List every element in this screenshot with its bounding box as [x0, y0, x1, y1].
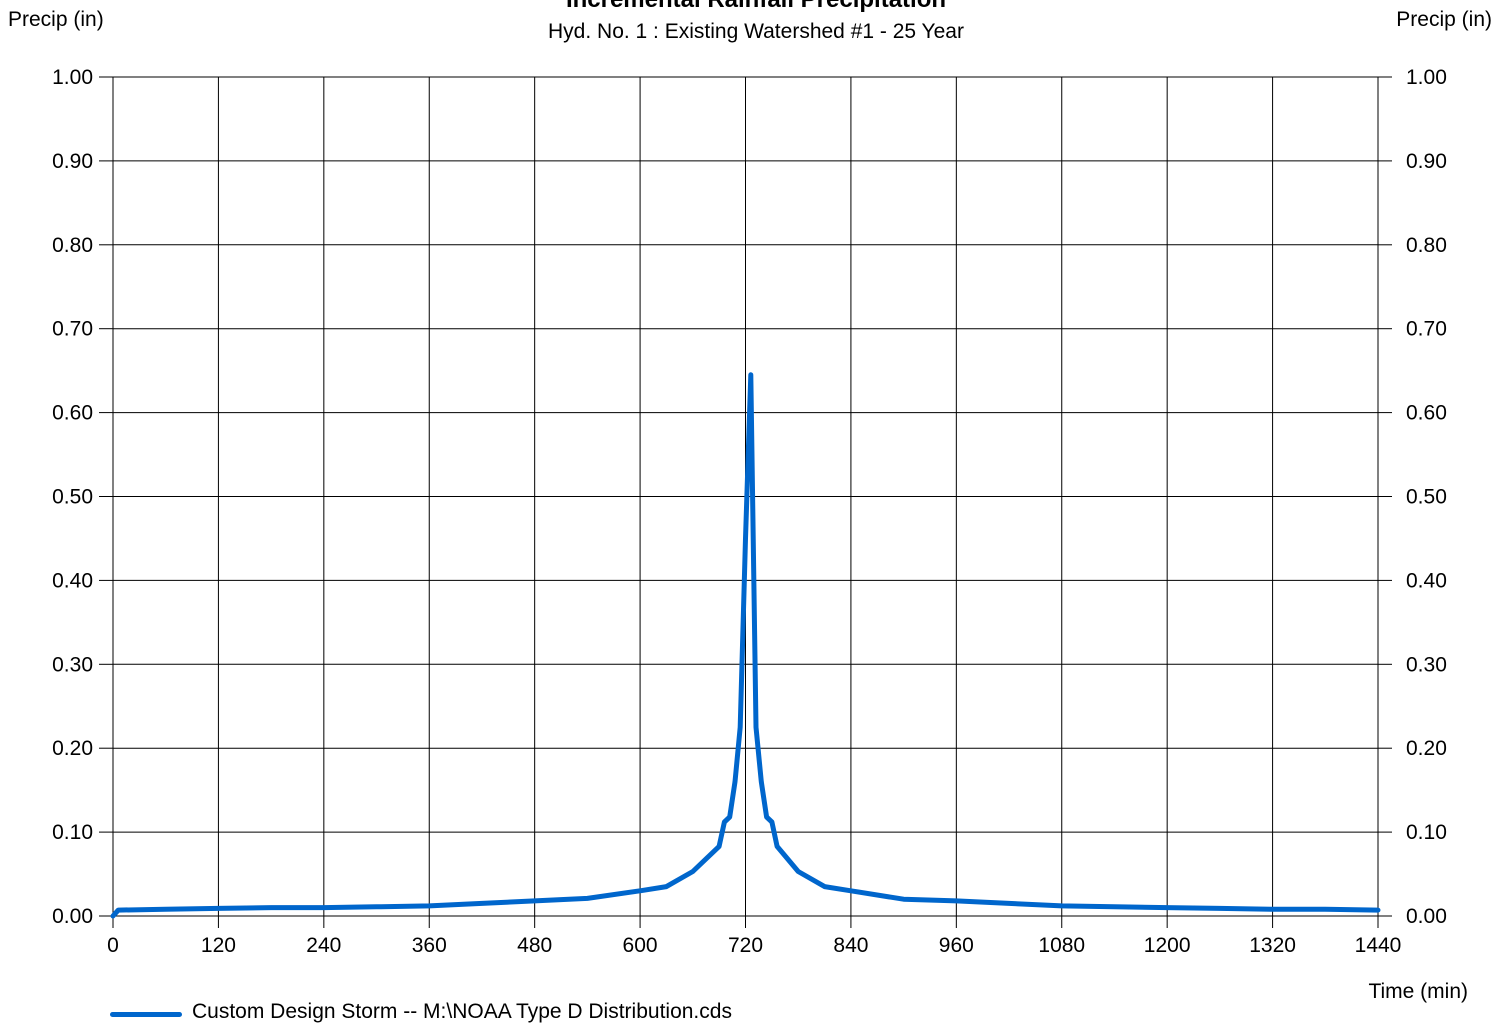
y-tick-label-left: 0.80 [52, 234, 93, 257]
x-axis: 0 120 240 360 480 600 720 840 960 1080 1200 1320 144… [107, 916, 1401, 957]
x-tick-label: 360 [412, 934, 447, 957]
chart-subtitle: Hyd. No. 1 : Existing Watershed #1 - 25 … [548, 20, 964, 43]
plot-frame [112, 76, 1379, 917]
x-tick-label: 960 [939, 934, 974, 957]
y-tick-label-left: 0.70 [52, 318, 93, 341]
y-tick-label-right: 0.40 [1406, 569, 1447, 592]
y-tick-label-left: 0.90 [52, 150, 93, 173]
y-tick-label-right: 1.00 [1406, 66, 1447, 89]
y-tick-label-right: 0.70 [1406, 318, 1447, 341]
x-tick-label: 600 [623, 934, 658, 957]
y-tick-label-left: 0.40 [52, 569, 93, 592]
y-tick-label-left: 0.60 [52, 402, 93, 425]
x-tick-label: 1080 [1038, 934, 1085, 957]
y-tick-label-left: 0.10 [52, 821, 93, 844]
y-axis-label-right: Precip (in) [1396, 8, 1492, 31]
x-tick-label: 240 [306, 934, 341, 957]
y-tick-label-right: 0.80 [1406, 234, 1447, 257]
legend-swatch [110, 1012, 182, 1017]
chart-title: Incremental Rainfall Precipitation [0, 0, 1512, 14]
y-tick-label-left: 0.50 [52, 486, 93, 509]
x-tick-label: 0 [107, 934, 119, 957]
y-tick-label-right: 0.20 [1406, 737, 1447, 760]
y-axis-label-left: Precip (in) [8, 8, 104, 31]
x-tick-label: 840 [833, 934, 868, 957]
y-tick-label-right: 0.00 [1406, 905, 1447, 928]
x-tick-label: 720 [728, 934, 763, 957]
series-layer [110, 372, 1381, 919]
y-tick-label-left: 0.20 [52, 737, 93, 760]
y-tick-label-right: 0.60 [1406, 402, 1447, 425]
series-line [110, 372, 1381, 919]
x-tick-label: 1200 [1144, 934, 1191, 957]
x-axis-label: Time (min) [1368, 980, 1468, 1003]
x-tick-label: 1440 [1355, 934, 1402, 957]
y-tick-label-right: 0.90 [1406, 150, 1447, 173]
y-axis-left: 0.00 0.10 0.20 0.30 0.40 0.50 0.60 0.70 0.80 0.90… [52, 66, 113, 928]
x-tick-label: 120 [201, 934, 236, 957]
y-tick-label-left: 1.00 [52, 66, 93, 89]
y-tick-label-left: 0.00 [52, 905, 93, 928]
y-axis-right: 0.00 0.10 0.20 0.30 0.40 0.50 0.60 0.70 0.80 0.90… [1378, 66, 1447, 928]
y-tick-label-right: 0.10 [1406, 821, 1447, 844]
y-tick-label-right: 0.50 [1406, 486, 1447, 509]
y-tick-label-left: 0.30 [52, 653, 93, 676]
y-tick-label-right: 0.30 [1406, 653, 1447, 676]
legend-label: Custom Design Storm -- M:\NOAA Type D Di… [192, 1000, 732, 1023]
x-tick-label: 480 [517, 934, 552, 957]
x-tick-label: 1320 [1249, 934, 1296, 957]
